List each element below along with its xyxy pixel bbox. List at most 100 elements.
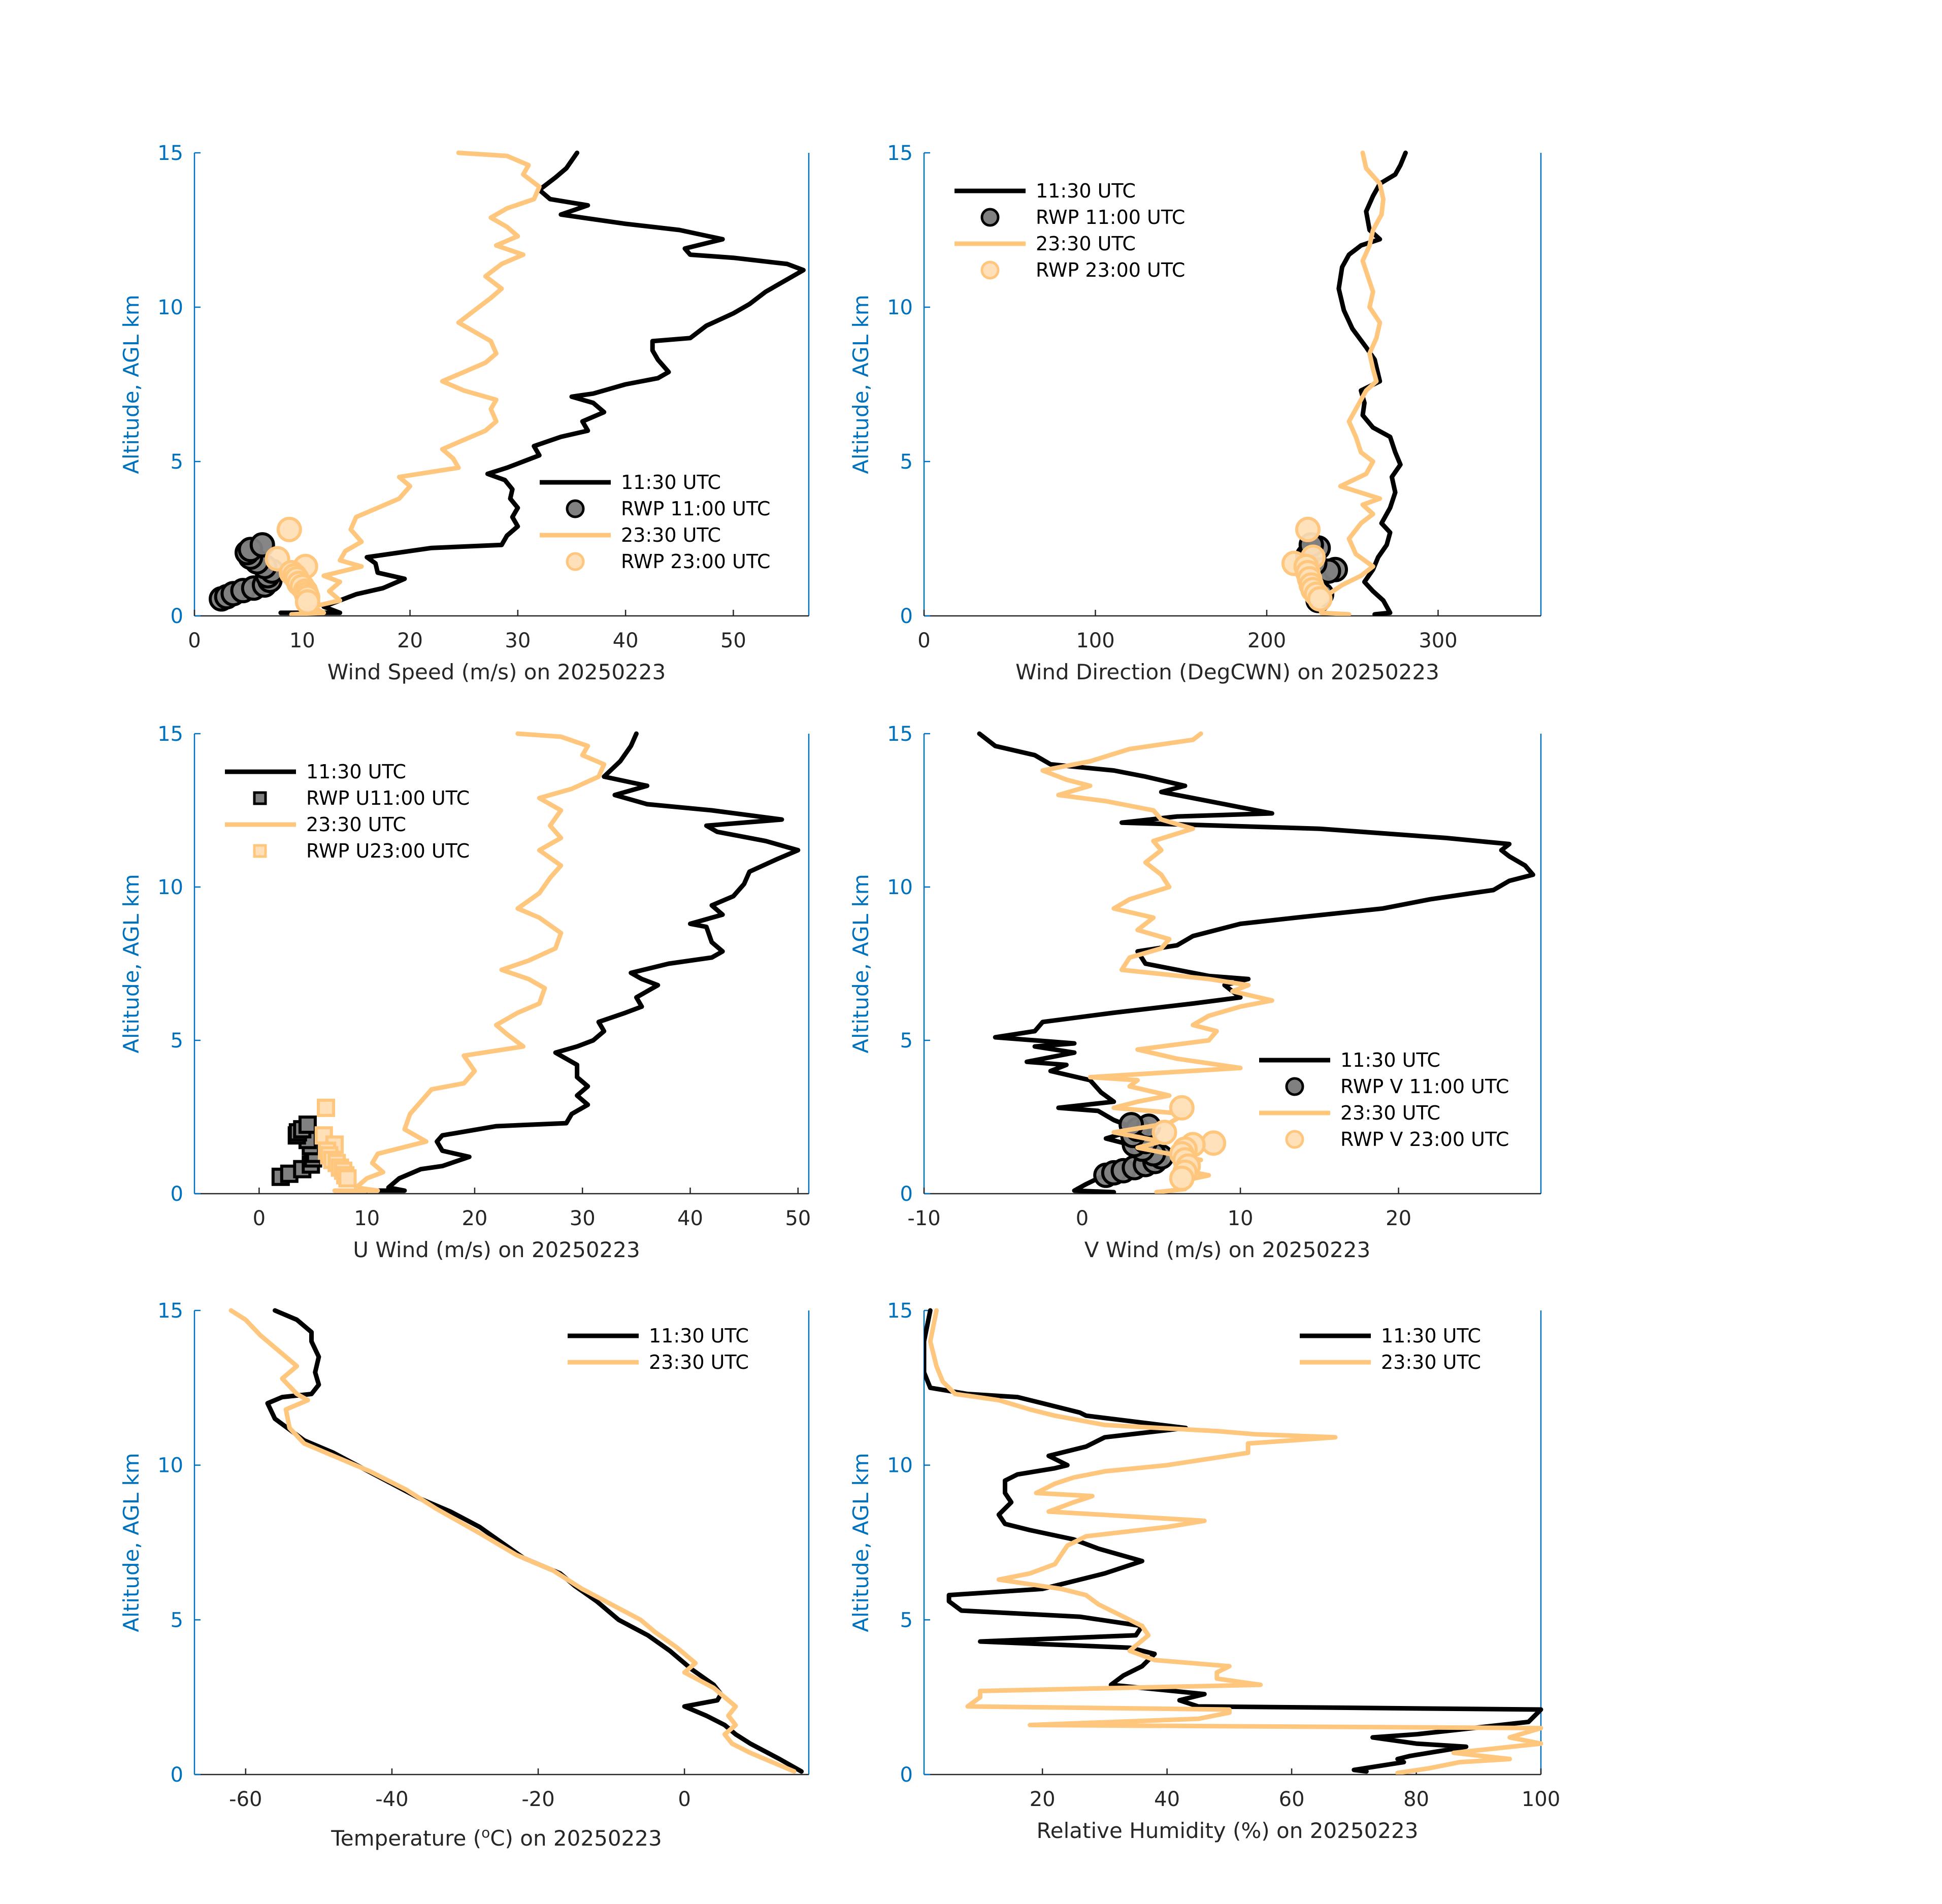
legend-entry-label: 11:30 UTC (1340, 1049, 1440, 1071)
x-tick-label: 0 (188, 629, 201, 652)
y-tick-label: 15 (157, 142, 183, 165)
y-tick-label: 5 (900, 1608, 913, 1632)
x-tick-label: 30 (505, 629, 531, 652)
y-tick-label: 15 (157, 723, 183, 746)
x-tick-label: 0 (678, 1788, 690, 1811)
x-tick-label: 20 (397, 629, 423, 652)
legend: 11:30 UTC 23:30 UTC (568, 1325, 749, 1373)
x-tick-label: 100 (1076, 629, 1114, 652)
y-tick-label: 0 (900, 1763, 913, 1787)
legend-circle-swatch (1285, 1130, 1304, 1149)
series-23-30-utc-line (332, 731, 607, 1193)
y-tick-label: 15 (887, 142, 913, 165)
x-tick-label: 0 (1076, 1207, 1089, 1230)
x-tick-label: -10 (907, 1207, 940, 1230)
x-tick-label: 80 (1403, 1788, 1429, 1811)
y-tick-label: 5 (171, 450, 183, 474)
data-point (1201, 1130, 1227, 1156)
series-11-30-utc-line (359, 731, 801, 1193)
legend-entry-label: 11:30 UTC (621, 471, 721, 494)
legend-entry-label: 23:30 UTC (649, 1351, 749, 1373)
series-23-30-utc-line (1315, 150, 1386, 616)
x-tick-label: 20 (1386, 1207, 1411, 1230)
chart-temperature: 0 5 10 15 -60 -40 -20 0 Altitude, AGL km Temperat… (119, 1299, 810, 1851)
legend-entry-label: 11:30 UTC (1036, 180, 1136, 202)
legend-square-swatch (253, 791, 267, 805)
x-tick-label: 30 (570, 1207, 596, 1230)
plot-area (209, 150, 806, 616)
legend: 11:30 UTC RWP 11:00 UTC 23:30 UTC RWP 23:00… (540, 471, 770, 573)
x-axis-label: U Wind (m/s) on 20250223 (353, 1237, 640, 1262)
y-tick-label: 0 (171, 605, 183, 628)
legend-entry-label: RWP 23:00 UTC (621, 550, 770, 573)
legend-entry-label: RWP V 11:00 UTC (1340, 1075, 1509, 1098)
series-11-30-utc-line (265, 1308, 804, 1774)
data-point (1169, 1165, 1195, 1191)
series-11-30-utc-line (278, 150, 806, 615)
data-point (294, 589, 320, 615)
series-23-30-utc-line (289, 150, 542, 616)
legend-entry-label: RWP U23:00 UTC (306, 840, 470, 862)
series-rwp-u11-00-utc-points (271, 1115, 324, 1186)
legend-entry-label: 23:30 UTC (1381, 1351, 1481, 1373)
data-point (1295, 516, 1321, 542)
legend: 11:30 UTC RWP 11:00 UTC 23:30 UTC RWP 23:00… (954, 180, 1185, 281)
legend-entry-label: 11:30 UTC (306, 761, 406, 783)
x-tick-label: 0 (253, 1207, 266, 1230)
data-point (338, 1169, 357, 1188)
chart-wind-speed: 0 5 10 15 0 10 20 30 40 50 Altitude, AGL km Wind Sp… (119, 142, 810, 684)
plot-area (1281, 150, 1408, 616)
y-axis-label: Altitude, AGL km (848, 294, 873, 474)
data-point (276, 516, 302, 542)
y-axis-label: Altitude, AGL km (119, 874, 144, 1053)
chart-relative-humidity: 0 5 10 15 20 40 60 80 100 Altitude, AGL km Relativ… (848, 1299, 1560, 1843)
legend-entry-label: RWP 11:00 UTC (621, 498, 770, 520)
data-point (298, 1115, 317, 1134)
x-tick-label: 10 (289, 629, 315, 652)
chart-wind-direction: 0 5 10 15 0 100 200 300 Altitude, AGL km Wind Dir… (848, 142, 1542, 684)
x-tick-label: 60 (1279, 1788, 1305, 1811)
x-axis-label: Wind Direction (DegCWN) on 20250223 (1015, 660, 1439, 684)
x-axis-label: Wind Speed (m/s) on 20250223 (327, 660, 666, 684)
legend-circle-swatch (566, 499, 585, 518)
y-axis-label: Altitude, AGL km (119, 1453, 144, 1632)
series-11-30-utc-line (977, 731, 1535, 1194)
x-tick-label: -20 (521, 1788, 554, 1811)
legend-entry-label: RWP 23:00 UTC (1036, 259, 1185, 281)
y-tick-label: 0 (900, 1183, 913, 1206)
y-tick-label: 10 (157, 296, 183, 319)
y-tick-label: 10 (887, 876, 913, 899)
legend-entry-label: RWP U11:00 UTC (306, 787, 470, 809)
x-tick-label: 200 (1247, 629, 1286, 652)
y-axis-label: Altitude, AGL km (848, 874, 873, 1053)
x-tick-label: 100 (1522, 1788, 1560, 1811)
series-rwp-23-00-utc-points (1281, 516, 1333, 612)
y-tick-label: 10 (887, 1454, 913, 1478)
x-axis-label: Temperature (oC) on 20250223 (331, 1824, 662, 1851)
x-tick-label: -40 (375, 1788, 408, 1811)
legend: 11:30 UTC RWP V 11:00 UTC 23:30 UTC RWP V 2… (1259, 1049, 1509, 1151)
x-axis-label: Relative Humidity (%) on 20250223 (1037, 1818, 1419, 1843)
series-23-30-utc-line (928, 1308, 1543, 1775)
data-point (1151, 1120, 1177, 1145)
series-rwp-u23-00-utc-points (314, 1098, 357, 1188)
y-tick-label: 10 (157, 1454, 183, 1478)
y-tick-label: 5 (900, 450, 913, 474)
x-tick-label: 0 (917, 629, 930, 652)
legend: 11:30 UTC 23:30 UTC (1300, 1325, 1481, 1373)
y-tick-label: 15 (157, 1299, 183, 1323)
legend-entry-label: 23:30 UTC (1340, 1102, 1440, 1124)
x-tick-label: 10 (1228, 1207, 1254, 1230)
legend: 11:30 UTC RWP U11:00 UTC 23:30 UTC RWP U23:… (225, 761, 470, 862)
x-tick-label: 10 (354, 1207, 380, 1230)
legend-entry-label: 23:30 UTC (1036, 233, 1136, 255)
series-23-30-utc-line (228, 1308, 797, 1774)
x-tick-label: 20 (1030, 1788, 1056, 1811)
series-rwp-23-00-utc-points (265, 516, 320, 615)
x-tick-label: 40 (613, 629, 639, 652)
data-point (316, 1098, 335, 1117)
x-tick-label: 40 (1154, 1788, 1180, 1811)
chart-u-wind: 0 5 10 15 0 10 20 30 40 50 Altitude, AGL km U Wind … (119, 723, 811, 1262)
